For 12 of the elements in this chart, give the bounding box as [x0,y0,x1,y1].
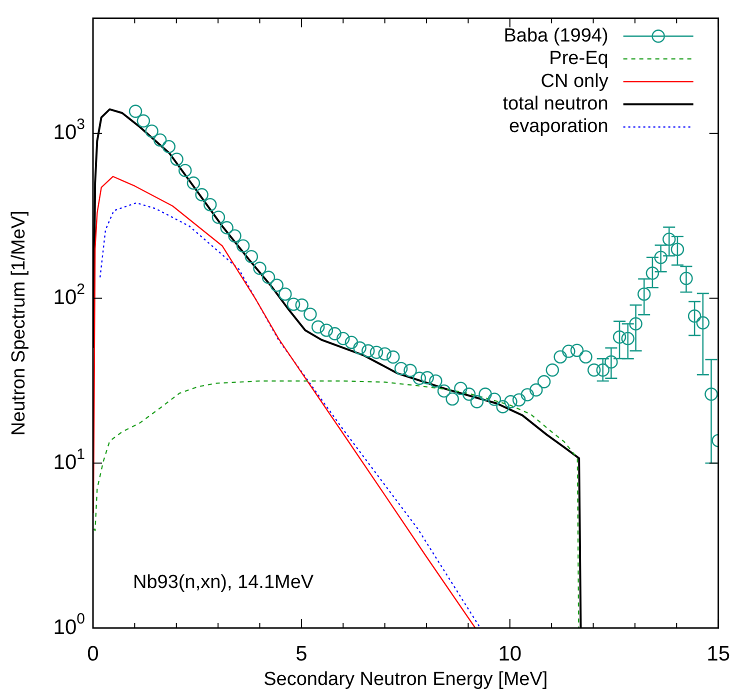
x-tick-label: 15 [706,642,730,666]
x-tick-label: 10 [498,642,522,666]
legend-label: CN only [540,70,609,92]
legend-label: total neutron [502,94,608,115]
x-tick-label: 5 [296,642,308,666]
legend-label: Pre-Eq [549,48,608,70]
x-axis-title: Secondary Neutron Energy [MeV] [264,668,548,690]
x-tick-label: 0 [87,642,99,666]
annotation: Nb93(n,xn), 14.1MeV [133,572,314,594]
legend-label: evaporation [509,116,608,138]
legend-label: Baba (1994) [504,25,608,46]
y-axis-title: Neutron Spectrum [1/MeV] [8,210,30,436]
